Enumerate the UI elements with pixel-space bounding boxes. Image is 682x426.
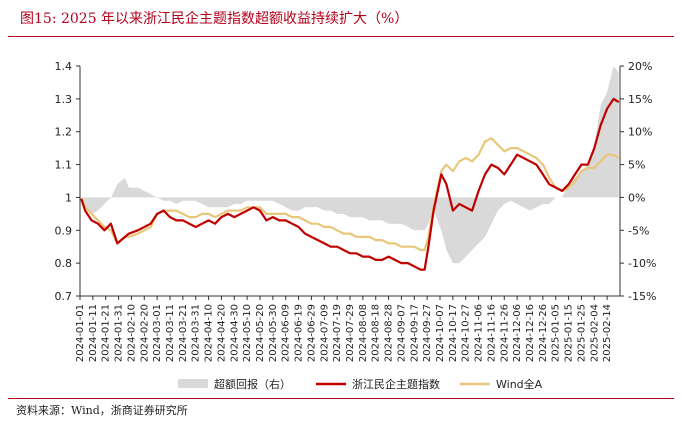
y-right-tick-label: 0% <box>628 191 645 204</box>
x-tick-label: 2024-03-11 <box>165 304 176 362</box>
x-tick-label: 2024-01-01 <box>75 304 86 362</box>
source-divider <box>8 398 674 399</box>
figure-title: 图15: 2025 年以来浙江民企主题指数超额收益持续扩大（%） <box>20 11 409 27</box>
x-tick-label: 2024-10-07 <box>435 304 446 362</box>
figure-header: 图15: 2025 年以来浙江民企主题指数超额收益持续扩大（%） <box>0 0 682 40</box>
y-right-tick-label: 5% <box>628 159 645 172</box>
source-note: 资料来源：Wind，浙商证券研究所 <box>16 404 188 417</box>
x-tick-label: 2024-10-17 <box>448 304 459 362</box>
y-right-tick-label: -5% <box>628 224 649 237</box>
x-tick-label: 2024-03-01 <box>152 304 163 362</box>
x-tick-label: 2024-07-29 <box>345 304 356 362</box>
y-left-tick-label: 0.8 <box>55 257 73 270</box>
x-tick-label: 2024-06-29 <box>306 304 317 362</box>
lines-layer <box>80 97 620 271</box>
series-wind-a-line <box>80 137 620 252</box>
y-right-tick-label: -10% <box>628 257 656 270</box>
y-right-tick-label: 15% <box>628 93 652 106</box>
x-tick-label: 2024-03-21 <box>178 304 189 362</box>
x-tick-label: 2024-06-09 <box>281 304 292 362</box>
x-tick-label: 2024-04-10 <box>204 304 215 362</box>
legend-excess-return-swatch <box>178 379 208 388</box>
line-chart: 0.7 0.8 0.9 1 1.1 1.2 1.3 1.4 -15% -10% -5% 0% 5% 10%… <box>55 60 657 391</box>
x-tick-label: 2024-04-20 <box>216 304 227 362</box>
x-tick-label: 2024-05-20 <box>255 304 266 362</box>
x-tick-label: 2025-02-14 <box>602 304 613 362</box>
x-tick-label: 2024-10-27 <box>461 304 472 362</box>
x-tick-label: 2024-05-30 <box>268 304 279 362</box>
axes-layer: 0.7 0.8 0.9 1 1.1 1.2 1.3 1.4 -15% -10% -5% 0% 5% 10%… <box>55 60 657 362</box>
x-tick-label: 2024-09-27 <box>422 304 433 362</box>
x-tick-label: 2024-11-26 <box>499 304 510 362</box>
y-right-tick-label: 10% <box>628 126 652 139</box>
y-left-tick-label: 1 <box>65 191 72 204</box>
x-tick-label: 2024-07-19 <box>332 304 343 362</box>
legend-zhejiang-label: 浙江民企主题指数 <box>352 377 440 391</box>
x-tick-label: 2024-02-10 <box>126 304 137 362</box>
x-tick-label: 2024-06-19 <box>294 304 305 362</box>
x-tick-label: 2024-01-21 <box>101 304 112 362</box>
x-tick-label: 2024-05-10 <box>242 304 253 362</box>
x-tick-label: 2024-08-08 <box>358 304 369 362</box>
y-right-tick-label: 20% <box>628 60 652 73</box>
title-divider <box>8 36 674 37</box>
y-left-tick-label: 1.4 <box>55 60 73 73</box>
legend-wind-a-label: Wind全A <box>496 377 543 391</box>
x-tick-label: 2024-11-06 <box>474 304 485 362</box>
x-tick-label: 2024-01-31 <box>114 304 125 362</box>
x-tick-label: 2024-12-26 <box>538 304 549 362</box>
excess-return-area-layer <box>81 66 619 264</box>
y-left-tick-label: 1.1 <box>55 159 73 172</box>
x-tick-label: 2024-11-16 <box>486 304 497 362</box>
y-left-tick-label: 1.2 <box>55 126 73 139</box>
x-tick-label: 2024-08-18 <box>371 304 382 362</box>
x-tick-label: 2024-12-16 <box>525 304 536 362</box>
x-tick-label: 2025-01-25 <box>576 304 587 362</box>
x-tick-label: 2024-02-20 <box>139 304 150 362</box>
x-tick-label: 2025-02-04 <box>589 304 600 362</box>
y-left-tick-label: 0.7 <box>55 290 73 303</box>
y-left-tick-label: 1.3 <box>55 93 73 106</box>
x-tick-label: 2024-09-07 <box>396 304 407 362</box>
x-tick-label: 2024-03-31 <box>191 304 202 362</box>
x-tick-label: 2024-08-28 <box>384 304 395 362</box>
x-tick-label: 2024-09-17 <box>409 304 420 362</box>
x-tick-label: 2024-07-09 <box>319 304 330 362</box>
y-right-tick-label: -15% <box>628 290 656 303</box>
series-zhejiang-line <box>80 97 620 271</box>
y-left-tick-label: 0.9 <box>55 224 73 237</box>
legend-excess-return-label: 超额回报（右） <box>214 377 291 391</box>
legend: 超额回报（右） 浙江民企主题指数 Wind全A <box>178 377 543 391</box>
x-tick-label: 2024-12-06 <box>512 304 523 362</box>
x-tick-label: 2024-04-30 <box>229 304 240 362</box>
series-excess-return-area <box>81 66 619 264</box>
x-tick-label: 2024-01-11 <box>88 304 99 362</box>
x-tick-label: 2025-01-05 <box>551 304 562 362</box>
x-tick-label: 2025-01-15 <box>564 304 575 362</box>
